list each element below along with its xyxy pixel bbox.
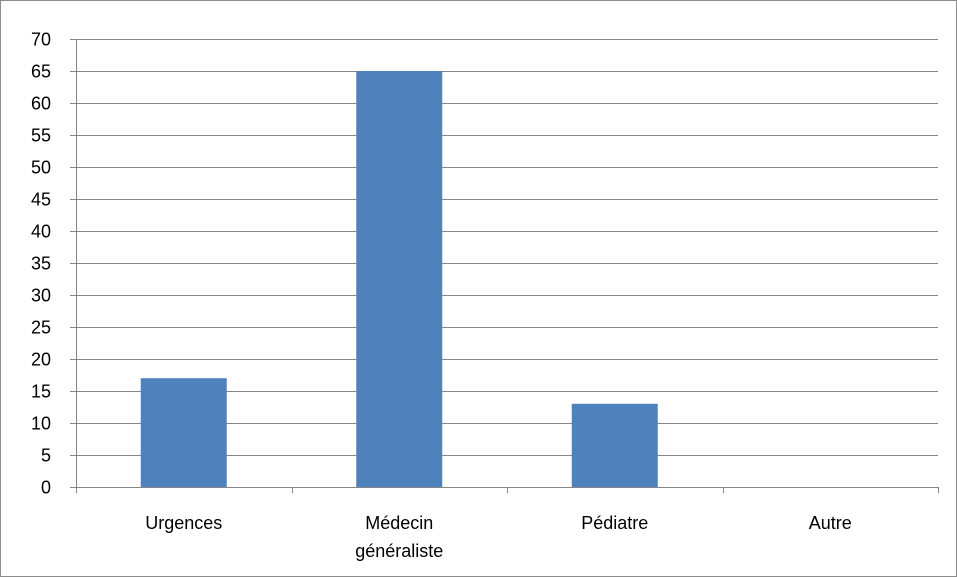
bars <box>140 71 658 487</box>
y-tick-label: 10 <box>31 414 51 434</box>
x-category-label: Médecin <box>365 513 433 533</box>
gridlines <box>76 39 938 456</box>
y-tick-label: 70 <box>31 30 51 50</box>
y-tick-label: 45 <box>31 190 51 210</box>
y-tick-label: 25 <box>31 318 51 338</box>
bar-1 <box>356 71 443 487</box>
y-tick-label: 35 <box>31 254 51 274</box>
y-tick-label: 0 <box>41 478 51 498</box>
y-tick-label: 50 <box>31 158 51 178</box>
x-category-label: Pédiatre <box>581 513 648 533</box>
y-tick-label: 5 <box>41 446 51 466</box>
x-category-label: généraliste <box>355 541 443 561</box>
y-tick-label: 30 <box>31 286 51 306</box>
labels: 0 5 10 15 20 25 30 35 40 45 50 55 60 65 70 Urgences Méde… <box>31 30 852 562</box>
x-category-label: Urgences <box>145 513 222 533</box>
y-tick-label: 20 <box>31 350 51 370</box>
y-tick-label: 55 <box>31 126 51 146</box>
y-tick-label: 65 <box>31 62 51 82</box>
bar-0 <box>140 378 227 487</box>
y-tick-label: 40 <box>31 222 51 242</box>
axes <box>70 39 939 493</box>
y-tick-label: 60 <box>31 94 51 114</box>
bar-2 <box>571 403 658 487</box>
x-category-label: Autre <box>809 513 852 533</box>
y-tick-label: 15 <box>31 382 51 402</box>
